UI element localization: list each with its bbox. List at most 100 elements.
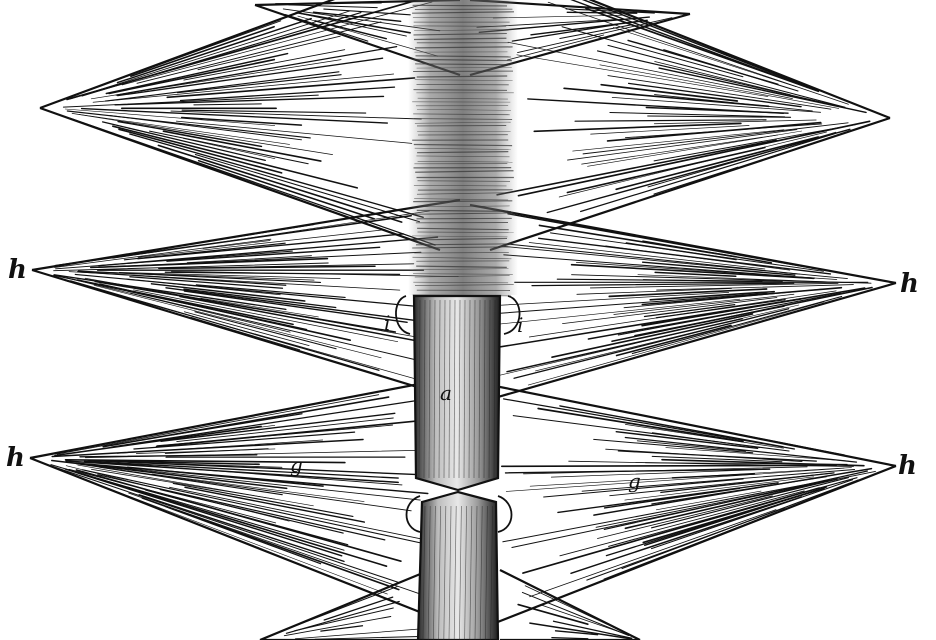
band-lower-right-fiber [636, 440, 747, 452]
band-top-right-wedge-fiber [506, 34, 605, 61]
band-middle-left-fiber [190, 316, 301, 351]
band-lower-left-fiber [83, 460, 399, 479]
shade-hatch [417, 227, 509, 231]
band-middle-right-fiber [485, 292, 730, 307]
cord-striation [443, 299, 446, 479]
band-lower-left-fiber [65, 465, 290, 522]
cord-striation [423, 299, 426, 479]
label-g-right: g [628, 469, 641, 493]
band-lower-right-fiber [505, 467, 845, 492]
band-top-right-wedge-fiber [566, 11, 638, 14]
band-upper-left-fiber [112, 125, 359, 189]
band-lower-left-fiber [74, 475, 388, 595]
cord-segment-a [412, 294, 502, 492]
band-upper-right-fiber [590, 125, 750, 135]
band-lower-left-fiber [51, 459, 288, 490]
band-middle-left-fiber [84, 277, 422, 339]
band-upper-left-fiber [90, 59, 342, 100]
joint-arc-lower-left [405, 495, 421, 533]
band-lower-left-fiber [176, 417, 394, 443]
band-upper-right-fiber [516, 54, 769, 97]
cord-striation [463, 299, 466, 479]
band-upper-right-fiber [609, 112, 786, 118]
band-top-right-wedge-fiber [511, 23, 619, 42]
band-upper-right-fiber [654, 61, 791, 96]
shade-hatch [414, 121, 511, 124]
shade-hatch [415, 243, 509, 246]
band-upper-right-fiber [611, 97, 821, 113]
band-lower-right-fiber [537, 407, 744, 443]
band-top-left-wedge-fiber [295, 11, 411, 34]
band-upper-right-fiber [547, 1, 849, 105]
band-lower-right-fiber [523, 466, 808, 475]
band-lower-right-fiber [503, 398, 796, 450]
shade-hatch [413, 200, 513, 203]
band-upper-left-fiber [114, 95, 385, 106]
shade-hatch [416, 108, 512, 111]
band-middle-right-fiber [485, 292, 768, 315]
band-bottom-left-wedge-fiber [294, 607, 394, 632]
band-upper-left-fiber [115, 45, 398, 96]
band-upper-left-fiber [71, 113, 333, 155]
band-lower-left-fiber [52, 465, 399, 583]
shade-hatch [414, 198, 509, 201]
shade-hatch [413, 113, 510, 116]
band-upper-right-fiber [597, 50, 836, 106]
band-bottom-left-wedge-outline [259, 568, 431, 640]
band-middle-left-fiber [54, 238, 272, 268]
band-upper-right-fiber [615, 136, 819, 191]
band-upper-left-fiber [157, 144, 403, 223]
band-upper-left-fiber [92, 73, 395, 103]
shade-hatch [413, 268, 509, 270]
band-top-left-wedge-fiber [323, 8, 411, 16]
band-top-left-wedge-fiber [300, 13, 407, 37]
band-upper-left-fiber [69, 117, 436, 246]
band-upper-right-fiber [647, 131, 837, 188]
band-upper-left-fiber [117, 120, 263, 148]
band-top-left-wedge-fiber [288, 4, 378, 9]
band-upper-right-fiber [606, 121, 822, 142]
shade-hatch [416, 155, 510, 158]
band-middle-left-fiber [71, 278, 291, 333]
band-lower-right-fiber [603, 470, 868, 530]
band-upper-right-fiber [600, 83, 739, 102]
band-middle-left-fiber [202, 240, 271, 249]
cord-striation [427, 505, 431, 640]
shade-hatch [412, 4, 508, 7]
band-bottom-left-wedge-fiber [291, 586, 398, 628]
cord-striation [485, 505, 488, 640]
shade-hatch [417, 231, 514, 233]
band-lower-right-fiber [581, 469, 856, 492]
band-lower-right-fiber [660, 472, 835, 494]
band-upper-left-fiber [138, 20, 282, 73]
band-middle-left-fiber [99, 283, 351, 341]
band-lower-right-fiber [665, 447, 849, 462]
band-lower-right-fiber [512, 415, 790, 452]
label-h-lower-right: h [898, 451, 917, 481]
band-top-right-wedge-fiber [517, 17, 673, 54]
band-upper-left-fiber [183, 138, 276, 160]
band-upper-right-fiber [645, 106, 789, 114]
shade-hatch [412, 246, 511, 249]
band-lower-left-fiber [87, 459, 419, 476]
shade-hatch [414, 46, 513, 49]
joint-arcs [395, 295, 521, 533]
band-lower-left-fiber [75, 469, 402, 563]
band-top-right-wedge-fiber [565, 8, 655, 14]
band-middle-right-fiber [538, 237, 832, 275]
band-middle-right-fiber [615, 324, 732, 357]
band-lower-left-fiber [133, 431, 356, 450]
band-bottom-left-wedge-fiber [283, 616, 392, 637]
band-middle-right-fiber [617, 292, 841, 336]
band-middle-left-fiber [129, 276, 284, 289]
band-upper-left-fiber [117, 57, 384, 97]
band-upper-left-fiber [183, 49, 346, 81]
band-upper-right-fiber [581, 134, 778, 165]
band-bottom-right-wedge-fiber [541, 604, 627, 635]
band-middle-right-fiber [613, 293, 795, 315]
band-middle-right-fiber [576, 288, 732, 295]
band-upper-left-fiber [180, 116, 303, 126]
band-middle-right-fiber [556, 278, 783, 282]
band-middle-right-fiber [656, 284, 854, 291]
band-middle-right-fiber [641, 287, 866, 327]
